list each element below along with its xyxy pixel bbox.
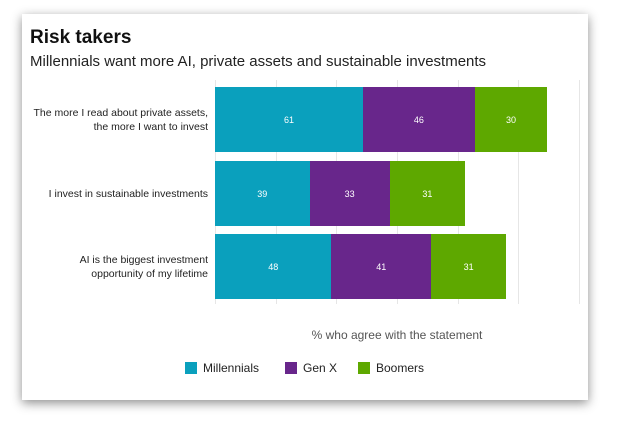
value-label: 48 bbox=[268, 261, 279, 272]
bar: 48 bbox=[215, 234, 332, 299]
grid-line bbox=[579, 80, 580, 304]
legend-swatch bbox=[185, 362, 197, 374]
bar: 31 bbox=[430, 234, 507, 299]
value-label: 41 bbox=[376, 261, 387, 272]
legend-label: Millennials bbox=[203, 361, 260, 375]
legend-label: Gen X bbox=[303, 361, 338, 375]
category-label: The more I read about private assets, th… bbox=[33, 106, 208, 133]
bar: 46 bbox=[363, 87, 475, 152]
value-label: 39 bbox=[257, 188, 268, 199]
grid-line bbox=[518, 80, 520, 304]
chart-subtitle: Millennials want more AI, private assets… bbox=[30, 53, 487, 70]
category-label: I invest in sustainable investments bbox=[48, 187, 208, 200]
bar: 39 bbox=[215, 161, 310, 226]
value-label: 61 bbox=[284, 114, 295, 125]
bar: 41 bbox=[331, 234, 431, 299]
bar: 31 bbox=[389, 161, 465, 226]
bar: 61 bbox=[215, 87, 364, 152]
legend-swatch bbox=[358, 362, 370, 374]
bar: 33 bbox=[309, 161, 390, 226]
legend-swatch bbox=[285, 362, 297, 374]
value-label: 30 bbox=[506, 114, 517, 125]
value-label: 31 bbox=[422, 188, 433, 199]
x-axis-title: % who agree with the statement bbox=[311, 328, 483, 342]
chart-title: Risk takers bbox=[30, 27, 132, 48]
value-label: 31 bbox=[463, 261, 474, 272]
value-label: 46 bbox=[413, 114, 424, 125]
legend-label: Boomers bbox=[376, 361, 425, 375]
bar: 30 bbox=[474, 87, 548, 152]
value-label: 33 bbox=[344, 188, 355, 199]
category-label: AI is the biggest investment opportunity… bbox=[79, 253, 208, 280]
